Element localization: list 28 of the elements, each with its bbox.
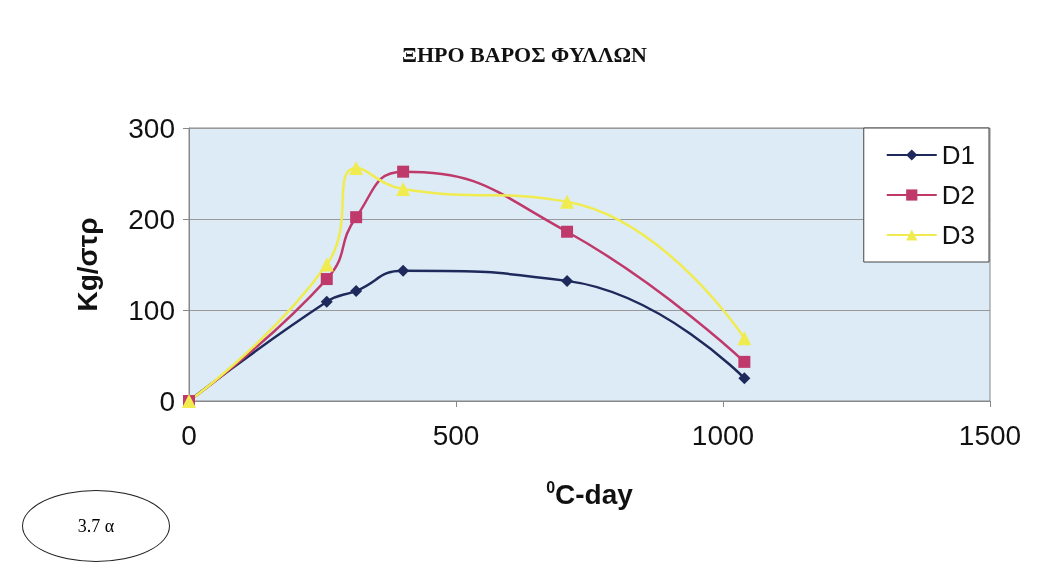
point [561,274,574,287]
x-tick-label: 1500 [958,419,1022,451]
point [350,211,363,224]
y-tick-label: 300 [128,112,175,144]
y-tick-label: 200 [128,203,175,235]
point [560,194,575,209]
y-tick-label: 100 [128,294,175,326]
legend-label: D1 [941,140,976,170]
point [737,331,752,346]
chart-title: ΞΗΡΟ ΒΑΡΟΣ ΦΥΛΛΩΝ [402,41,648,67]
point [320,273,333,286]
point [397,264,410,277]
legend-label: D3 [941,220,976,250]
x-tick-label: 1000 [691,419,755,451]
y-axis-title: Kg/στρ [71,217,103,312]
point [349,161,364,176]
x-tick-label: 500 [432,419,480,451]
point [396,181,411,196]
point [561,225,574,238]
point [320,295,333,308]
legend-label: D2 [941,180,976,210]
point [738,372,751,385]
point [350,284,363,297]
point [397,165,410,178]
point [738,355,751,368]
y-tick-label: 0 [159,385,175,417]
point [319,257,334,272]
x-tick-label: 0 [181,419,197,451]
